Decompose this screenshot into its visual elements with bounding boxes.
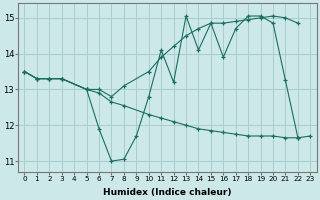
- X-axis label: Humidex (Indice chaleur): Humidex (Indice chaleur): [103, 188, 232, 197]
